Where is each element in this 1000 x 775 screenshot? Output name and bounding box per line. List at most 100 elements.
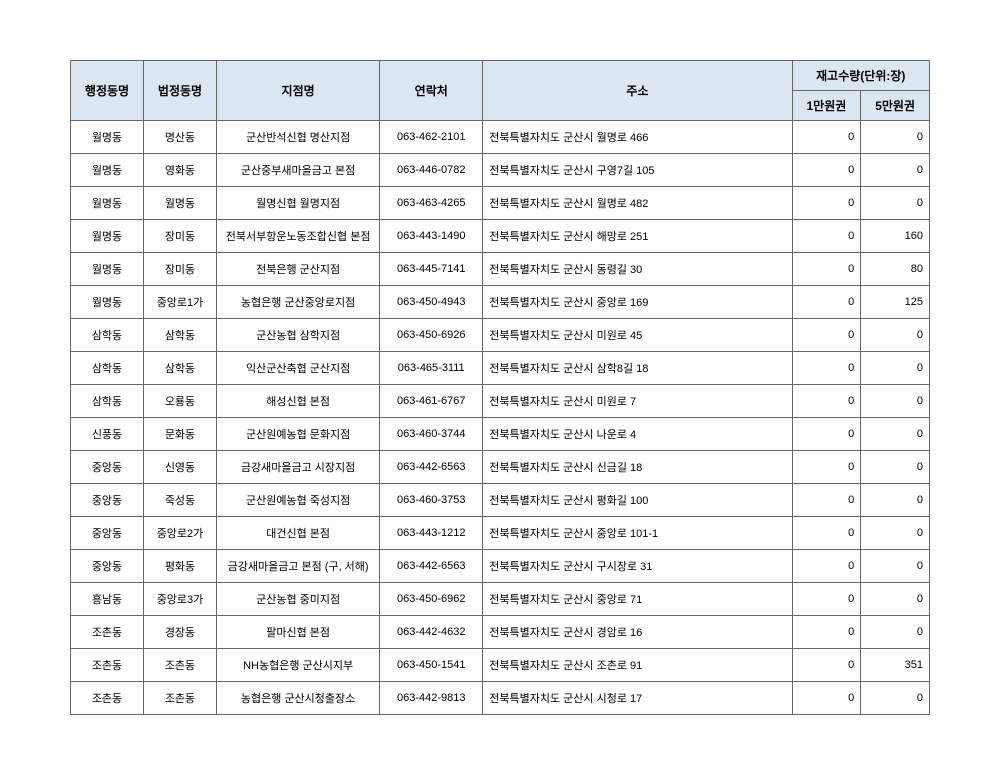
cell-address: 전북특별자치도 군산시 중앙로 71 <box>483 583 792 616</box>
cell-stock-5: 0 <box>861 154 930 187</box>
cell-branch: 대건신협 본점 <box>217 517 380 550</box>
cell-branch: 군산농협 중미지점 <box>217 583 380 616</box>
header-stock-group: 재고수량(단위:장) <box>792 61 929 91</box>
cell-admin-dong: 삼학동 <box>71 385 144 418</box>
cell-address: 전북특별자치도 군산시 평화길 100 <box>483 484 792 517</box>
table-row: 중앙동죽성동군산원예농협 죽성지점063-460-3753전북특별자치도 군산시… <box>71 484 930 517</box>
cell-address: 전북특별자치도 군산시 경암로 16 <box>483 616 792 649</box>
cell-admin-dong: 월명동 <box>71 253 144 286</box>
cell-legal-dong: 삼학동 <box>144 319 217 352</box>
cell-stock-5: 0 <box>861 418 930 451</box>
table-row: 월명동장미동전북서부항운노동조합신협 본점063-443-1490전북특별자치도… <box>71 220 930 253</box>
cell-stock-5: 160 <box>861 220 930 253</box>
cell-legal-dong: 신영동 <box>144 451 217 484</box>
cell-legal-dong: 오룡동 <box>144 385 217 418</box>
cell-admin-dong: 중앙동 <box>71 517 144 550</box>
cell-stock-1: 0 <box>792 352 861 385</box>
cell-admin-dong: 조촌동 <box>71 649 144 682</box>
table-row: 삼학동삼학동군산농협 삼학지점063-450-6926전북특별자치도 군산시 미… <box>71 319 930 352</box>
cell-stock-5: 0 <box>861 187 930 220</box>
header-admin-dong: 행정동명 <box>71 61 144 121</box>
cell-legal-dong: 평화동 <box>144 550 217 583</box>
cell-admin-dong: 중앙동 <box>71 484 144 517</box>
cell-stock-1: 0 <box>792 121 861 154</box>
cell-stock-5: 125 <box>861 286 930 319</box>
cell-address: 전북특별자치도 군산시 미원로 45 <box>483 319 792 352</box>
cell-stock-1: 0 <box>792 418 861 451</box>
table-row: 삼학동삼학동익산군산축협 군산지점063-465-3111전북특별자치도 군산시… <box>71 352 930 385</box>
cell-branch: 금강새마을금고 시장지점 <box>217 451 380 484</box>
cell-contact: 063-445-7141 <box>380 253 483 286</box>
cell-address: 전북특별자치도 군산시 중앙로 101-1 <box>483 517 792 550</box>
cell-address: 전북특별자치도 군산시 신금길 18 <box>483 451 792 484</box>
cell-legal-dong: 조촌동 <box>144 649 217 682</box>
cell-address: 전북특별자치도 군산시 구시장로 31 <box>483 550 792 583</box>
cell-address: 전북특별자치도 군산시 조촌로 91 <box>483 649 792 682</box>
cell-stock-1: 0 <box>792 550 861 583</box>
cell-contact: 063-462-2101 <box>380 121 483 154</box>
cell-admin-dong: 월명동 <box>71 286 144 319</box>
cell-stock-1: 0 <box>792 187 861 220</box>
cell-legal-dong: 월명동 <box>144 187 217 220</box>
cell-stock-5: 0 <box>861 451 930 484</box>
cell-address: 전북특별자치도 군산시 중앙로 169 <box>483 286 792 319</box>
cell-branch: 전북서부항운노동조합신협 본점 <box>217 220 380 253</box>
cell-admin-dong: 삼학동 <box>71 352 144 385</box>
cell-contact: 063-442-6563 <box>380 550 483 583</box>
cell-legal-dong: 삼학동 <box>144 352 217 385</box>
cell-stock-5: 0 <box>861 517 930 550</box>
cell-legal-dong: 중앙로2가 <box>144 517 217 550</box>
stock-table: 행정동명 법정동명 지점명 연락처 주소 재고수량(단위:장) 1만원권 5만원… <box>70 60 930 715</box>
header-branch: 지점명 <box>217 61 380 121</box>
cell-contact: 063-450-6926 <box>380 319 483 352</box>
cell-stock-1: 0 <box>792 649 861 682</box>
cell-contact: 063-446-0782 <box>380 154 483 187</box>
cell-legal-dong: 영화동 <box>144 154 217 187</box>
cell-address: 전북특별자치도 군산시 월명로 482 <box>483 187 792 220</box>
cell-legal-dong: 중앙로3가 <box>144 583 217 616</box>
cell-address: 전북특별자치도 군산시 구영7길 105 <box>483 154 792 187</box>
cell-legal-dong: 문화동 <box>144 418 217 451</box>
cell-stock-5: 80 <box>861 253 930 286</box>
cell-contact: 063-443-1212 <box>380 517 483 550</box>
cell-stock-5: 0 <box>861 352 930 385</box>
cell-legal-dong: 명산동 <box>144 121 217 154</box>
cell-contact: 063-450-1541 <box>380 649 483 682</box>
cell-contact: 063-463-4265 <box>380 187 483 220</box>
cell-legal-dong: 장미동 <box>144 253 217 286</box>
cell-contact: 063-460-3753 <box>380 484 483 517</box>
table-row: 조촌동경장동팔마신협 본점063-442-4632전북특별자치도 군산시 경암로… <box>71 616 930 649</box>
cell-contact: 063-442-4632 <box>380 616 483 649</box>
cell-stock-1: 0 <box>792 220 861 253</box>
cell-stock-1: 0 <box>792 616 861 649</box>
cell-branch: 전북은행 군산지점 <box>217 253 380 286</box>
cell-stock-1: 0 <box>792 451 861 484</box>
header-legal-dong: 법정동명 <box>144 61 217 121</box>
cell-legal-dong: 장미동 <box>144 220 217 253</box>
cell-stock-1: 0 <box>792 319 861 352</box>
cell-branch: 군산중부새마을금고 본점 <box>217 154 380 187</box>
cell-legal-dong: 중앙로1가 <box>144 286 217 319</box>
table-row: 중앙동중앙로2가대건신협 본점063-443-1212전북특별자치도 군산시 중… <box>71 517 930 550</box>
cell-contact: 063-442-9813 <box>380 682 483 715</box>
cell-admin-dong: 신풍동 <box>71 418 144 451</box>
cell-branch: 월명신협 월명지점 <box>217 187 380 220</box>
cell-stock-1: 0 <box>792 253 861 286</box>
cell-contact: 063-461-6767 <box>380 385 483 418</box>
cell-address: 전북특별자치도 군산시 해망로 251 <box>483 220 792 253</box>
cell-admin-dong: 월명동 <box>71 121 144 154</box>
table-row: 신풍동문화동군산원예농협 문화지점063-460-3744전북특별자치도 군산시… <box>71 418 930 451</box>
table-body: 월명동명산동군산반석신협 명산지점063-462-2101전북특별자치도 군산시… <box>71 121 930 715</box>
cell-address: 전북특별자치도 군산시 동령길 30 <box>483 253 792 286</box>
cell-stock-5: 0 <box>861 484 930 517</box>
cell-stock-1: 0 <box>792 385 861 418</box>
cell-branch: NH농협은행 군산시지부 <box>217 649 380 682</box>
cell-admin-dong: 중앙동 <box>71 550 144 583</box>
table-row: 흥남동중앙로3가군산농협 중미지점063-450-6962전북특별자치도 군산시… <box>71 583 930 616</box>
header-stock-5: 5만원권 <box>861 91 930 121</box>
cell-stock-1: 0 <box>792 682 861 715</box>
cell-admin-dong: 조촌동 <box>71 682 144 715</box>
cell-stock-5: 0 <box>861 319 930 352</box>
table-row: 중앙동평화동금강새마을금고 본점 (구, 서해)063-442-6563전북특별… <box>71 550 930 583</box>
cell-stock-1: 0 <box>792 484 861 517</box>
